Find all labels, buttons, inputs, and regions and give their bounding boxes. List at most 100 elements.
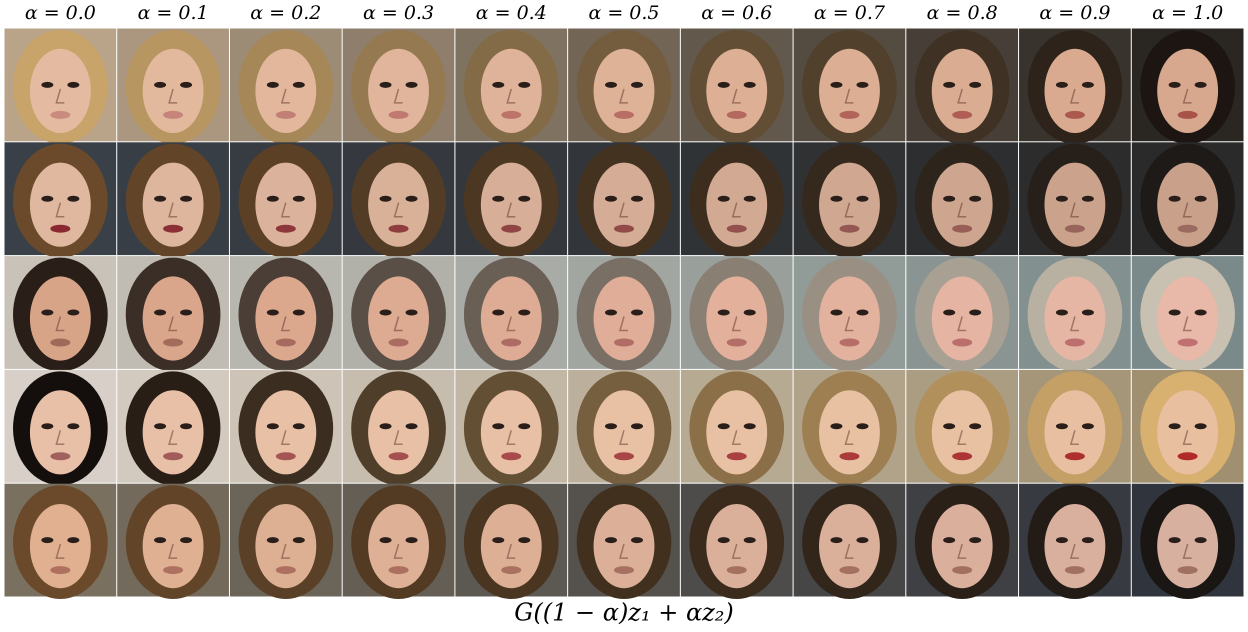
mouth: [614, 338, 634, 347]
mouth: [501, 338, 522, 347]
face-image: [117, 369, 229, 486]
nose: [957, 202, 967, 218]
eye: [379, 537, 392, 544]
mouth: [163, 452, 184, 461]
nose: [280, 316, 290, 332]
face-image: [229, 28, 342, 144]
nose: [731, 543, 741, 559]
mouth: [501, 566, 522, 575]
face-image: [793, 369, 906, 486]
nose: [506, 202, 516, 218]
eye: [405, 309, 418, 316]
eye: [856, 537, 869, 544]
eye: [1168, 537, 1181, 544]
mouth: [952, 566, 973, 575]
nose: [619, 543, 628, 559]
nose: [1069, 316, 1079, 332]
face-image: [1131, 142, 1244, 258]
face-image: [1019, 256, 1131, 372]
mouth: [50, 224, 71, 233]
column-label: α = 0.3: [363, 2, 434, 24]
eye: [743, 81, 756, 88]
column-label: α = 1.0: [1152, 2, 1223, 24]
eye: [969, 309, 982, 316]
mouth: [275, 566, 296, 575]
face-image: [342, 28, 455, 144]
mouth: [1064, 566, 1085, 575]
mouth: [726, 566, 747, 575]
eye: [631, 81, 643, 88]
mouth: [952, 224, 973, 233]
nose: [393, 88, 403, 104]
eye: [830, 81, 843, 88]
eye: [631, 195, 643, 202]
nose: [280, 202, 290, 218]
face-image: [568, 28, 680, 144]
eye: [154, 195, 167, 202]
face-image: [680, 28, 793, 144]
face-image: [793, 483, 906, 599]
eye: [969, 423, 982, 430]
nose: [844, 88, 854, 104]
eye: [743, 309, 756, 316]
column-label: α = 0.8: [927, 2, 998, 24]
face-image: [229, 369, 342, 486]
mouth: [1177, 110, 1198, 119]
eye: [518, 81, 531, 88]
eye: [41, 309, 54, 316]
eye: [67, 423, 80, 430]
column-label: α = 0.5: [588, 2, 659, 24]
nose: [619, 88, 628, 104]
eye: [292, 309, 305, 316]
mouth: [50, 452, 71, 461]
face-image: [906, 142, 1019, 258]
mouth: [952, 338, 973, 347]
eye: [492, 81, 505, 88]
eye: [717, 195, 730, 202]
eye: [154, 81, 167, 88]
eye: [830, 423, 843, 430]
mouth: [726, 224, 747, 233]
nose: [168, 316, 178, 332]
eye: [405, 195, 418, 202]
nose: [55, 316, 65, 332]
nose: [957, 430, 967, 446]
face-image: [906, 369, 1019, 486]
eye: [405, 537, 418, 544]
eye: [743, 423, 756, 430]
column-labels: α = 0.0 α = 0.1 α = 0.2 α = 0.3 α = 0.4 α = 0…: [25, 2, 1223, 24]
eye: [830, 309, 843, 316]
mouth: [952, 110, 973, 119]
mouth: [163, 338, 184, 347]
eye: [292, 537, 305, 544]
mouth: [614, 452, 634, 461]
face-image: [342, 142, 455, 258]
face-image: [455, 256, 568, 372]
face-image: [793, 256, 906, 372]
mouth: [388, 338, 409, 347]
eye: [1055, 423, 1068, 430]
mouth: [1064, 224, 1085, 233]
nose: [957, 543, 967, 559]
face-image: [229, 142, 342, 258]
eye: [379, 81, 392, 88]
eye: [405, 81, 418, 88]
eye: [1168, 81, 1181, 88]
face-image: [680, 142, 793, 258]
mouth: [501, 452, 522, 461]
face-image: [455, 369, 568, 486]
nose: [506, 543, 516, 559]
eye: [492, 423, 505, 430]
eye: [1168, 423, 1181, 430]
mouth: [1177, 452, 1198, 461]
eye: [631, 423, 643, 430]
eye: [518, 423, 531, 430]
eye: [292, 195, 305, 202]
nose: [1069, 202, 1079, 218]
face-image: [680, 483, 793, 599]
eye: [266, 309, 279, 316]
face-image: [568, 483, 680, 599]
eye: [180, 81, 193, 88]
eye: [1055, 309, 1068, 316]
mouth: [839, 338, 860, 347]
